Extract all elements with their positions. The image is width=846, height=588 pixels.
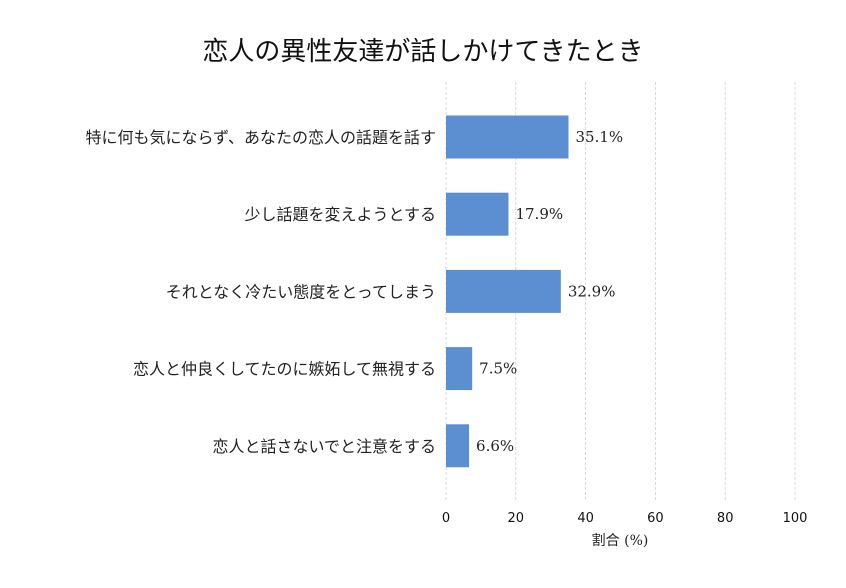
bar (446, 424, 470, 468)
bar-value-label: 6.6% (476, 437, 514, 455)
bar-value-label: 35.1% (575, 128, 623, 146)
x-axis-ticks: 0 20 40 60 80 100 (442, 511, 808, 526)
category-label: 恋人と仲良くしてたのに嫉妬して無視する (133, 360, 436, 379)
x-tick-label: 60 (647, 511, 664, 526)
chart-title: 恋人の異性友達が話しかけてきたとき (202, 37, 643, 67)
bar (446, 347, 473, 391)
label-layer: 35.1% 特に何も気にならず、あなたの恋人の話題を話す 17.9% 少し話題を変えよ… (85, 128, 623, 456)
bar (446, 115, 569, 159)
x-tick-label: 20 (508, 511, 525, 526)
category-label: 特に何も気にならず、あなたの恋人の話題を話す (85, 128, 436, 147)
bar (446, 269, 561, 313)
category-label: 少し話題を変えようとする (244, 205, 436, 224)
x-tick-label: 100 (783, 511, 808, 526)
category-label: 恋人と話さないでと注意をする (212, 437, 436, 456)
x-axis-label: 割合 (%) (592, 532, 649, 549)
x-tick-label: 40 (577, 511, 594, 526)
x-tick-label: 80 (717, 511, 734, 526)
bar-value-label: 17.9% (515, 205, 563, 223)
category-label: それとなく冷たい態度をとってしまう (166, 282, 436, 301)
bar-value-label: 32.9% (568, 282, 616, 300)
bar-layer (446, 115, 569, 468)
bar (446, 192, 509, 236)
bar-value-label: 7.5% (479, 360, 517, 378)
x-tick-label: 0 (442, 511, 450, 526)
